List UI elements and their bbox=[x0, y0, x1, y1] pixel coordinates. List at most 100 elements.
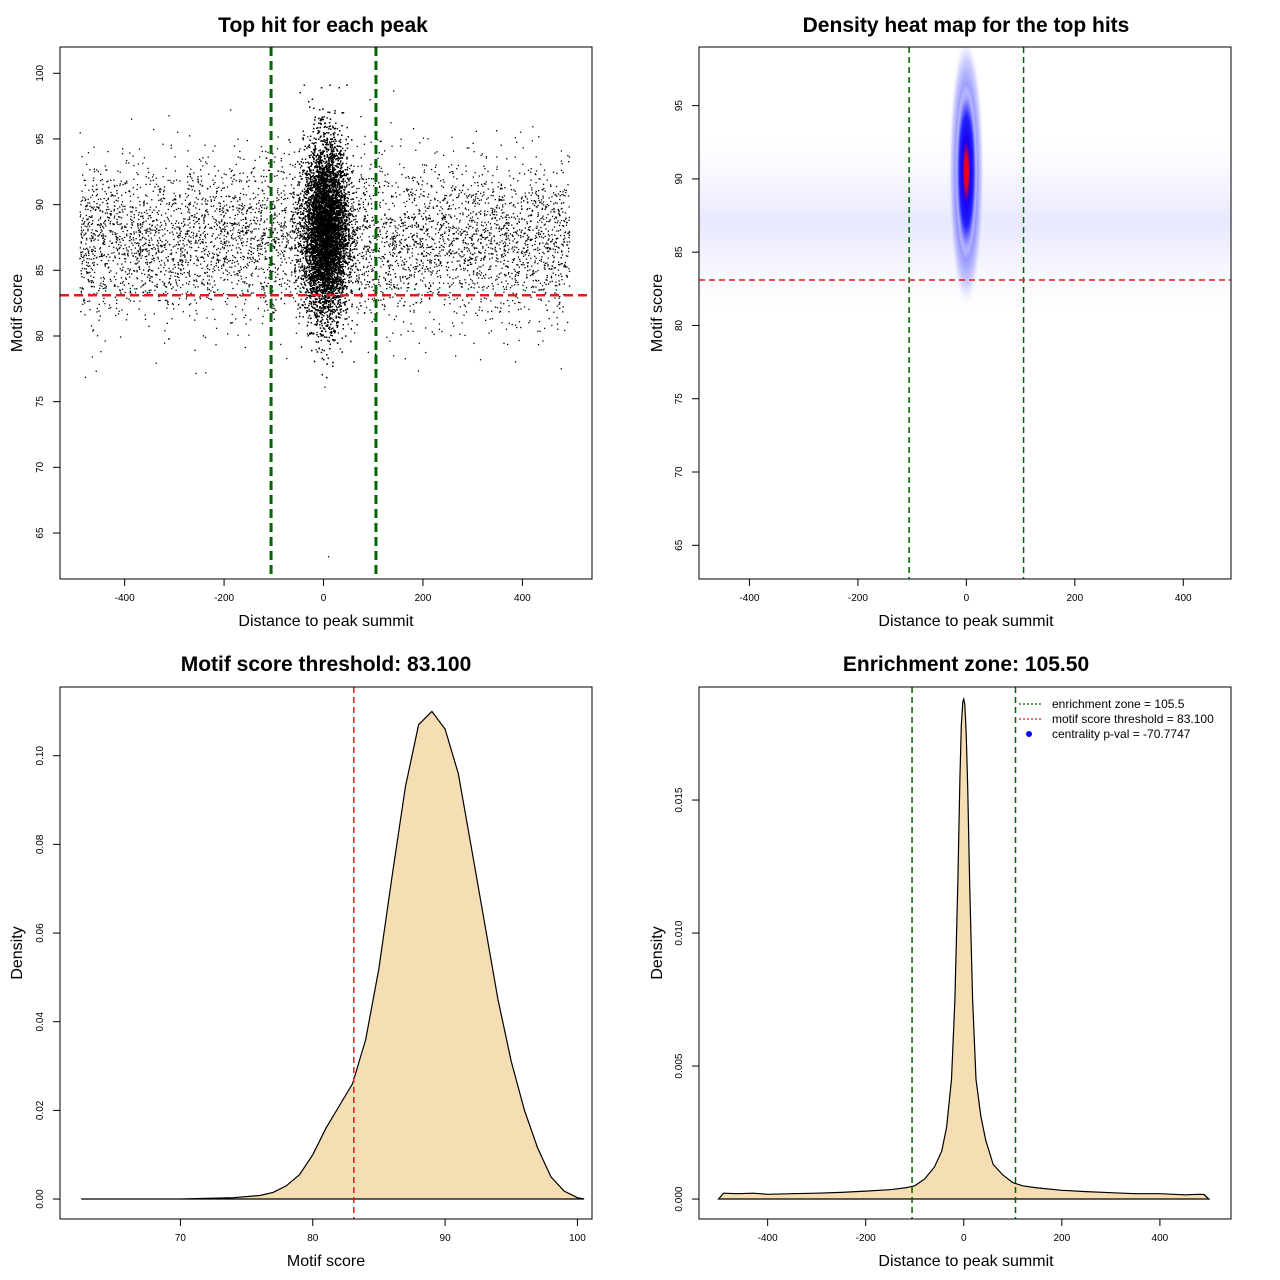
scatter-point bbox=[464, 268, 467, 270]
scatter-point bbox=[145, 231, 147, 233]
scatter-point bbox=[182, 265, 184, 267]
scatter-point bbox=[80, 251, 82, 253]
scatter-point bbox=[371, 321, 373, 323]
scatter-point bbox=[130, 218, 132, 220]
scatter-point bbox=[365, 284, 367, 286]
scatter-point bbox=[239, 235, 241, 237]
scatter-point bbox=[138, 229, 141, 231]
scatter-point bbox=[261, 150, 263, 153]
scatter-point bbox=[226, 258, 228, 260]
scatter-point bbox=[127, 252, 129, 254]
scatter-point bbox=[555, 281, 557, 283]
scatter-point bbox=[253, 216, 256, 218]
scatter-point bbox=[249, 246, 251, 248]
scatter-point bbox=[391, 195, 393, 197]
scatter-point bbox=[431, 245, 433, 248]
scatter-point bbox=[147, 244, 150, 246]
scatter-point bbox=[501, 256, 503, 258]
scatter-point bbox=[352, 207, 354, 209]
scatter-point bbox=[134, 242, 136, 244]
scatter-point bbox=[563, 225, 565, 227]
scatter-point bbox=[158, 232, 160, 234]
scatter-point bbox=[221, 246, 224, 248]
scatter-point bbox=[261, 322, 264, 325]
scatter-point bbox=[287, 279, 289, 281]
scatter-point bbox=[283, 198, 285, 201]
scatter-point bbox=[565, 189, 567, 192]
scatter-point bbox=[151, 276, 153, 278]
scatter-point bbox=[216, 187, 218, 189]
scatter-point bbox=[395, 241, 397, 243]
scatter-point bbox=[559, 229, 562, 231]
scatter-point bbox=[233, 197, 235, 199]
scatter-point bbox=[263, 197, 266, 199]
scatter-point bbox=[268, 266, 270, 269]
scatter-point bbox=[565, 266, 567, 268]
scatter-point bbox=[151, 258, 153, 260]
scatter-point bbox=[413, 309, 415, 312]
scatter-point bbox=[420, 193, 422, 195]
scatter-point bbox=[130, 233, 133, 235]
scatter-point bbox=[194, 216, 196, 218]
scatter-point bbox=[146, 230, 148, 232]
scatter-point bbox=[402, 276, 404, 279]
scatter-point bbox=[302, 213, 304, 216]
scatter-point bbox=[525, 240, 527, 242]
scatter-point bbox=[390, 284, 392, 286]
scatter-point bbox=[198, 208, 201, 211]
scatter-point bbox=[439, 262, 442, 264]
scatter-point bbox=[538, 178, 540, 180]
scatter-point bbox=[169, 244, 171, 246]
scatter-point bbox=[407, 175, 409, 178]
scatter-point bbox=[405, 269, 407, 271]
scatter-point bbox=[458, 227, 460, 229]
scatter-point bbox=[86, 204, 88, 206]
scatter-point bbox=[417, 224, 419, 226]
scatter-point bbox=[541, 207, 544, 209]
scatter-point bbox=[257, 187, 260, 190]
scatter-point bbox=[361, 233, 363, 235]
scatter-point bbox=[424, 203, 426, 205]
scatter-point bbox=[161, 241, 163, 243]
scatter-point bbox=[178, 297, 181, 300]
scatter-point bbox=[259, 248, 261, 250]
scatter-point bbox=[542, 189, 544, 191]
scatter-point bbox=[514, 284, 516, 286]
scatter-point bbox=[535, 192, 537, 194]
scatter-point bbox=[194, 242, 196, 244]
scatter-point bbox=[485, 157, 487, 159]
scatter-point bbox=[530, 274, 532, 277]
scatter-point bbox=[469, 252, 472, 254]
scatter-point bbox=[272, 245, 274, 247]
scatter-point bbox=[331, 300, 333, 302]
scatter-point bbox=[505, 222, 507, 224]
scatter-point bbox=[89, 205, 91, 207]
scatter-point bbox=[529, 226, 531, 228]
scatter-point bbox=[297, 308, 299, 310]
scatter-point bbox=[496, 214, 498, 216]
scatter-point bbox=[483, 285, 485, 288]
scatter-point bbox=[367, 270, 370, 272]
scatter-point bbox=[478, 175, 480, 177]
scatter-point bbox=[273, 240, 275, 242]
scatter-point bbox=[113, 201, 115, 203]
scatter-point bbox=[223, 247, 225, 249]
scatter-point bbox=[405, 176, 407, 179]
scatter-point bbox=[81, 287, 83, 289]
scatter-point bbox=[273, 246, 275, 248]
scatter-point bbox=[83, 298, 85, 300]
scatter-point bbox=[103, 241, 106, 243]
scatter-point bbox=[434, 262, 436, 264]
scatter-point bbox=[407, 330, 409, 332]
scatter-point bbox=[360, 176, 363, 178]
scatter-point bbox=[137, 250, 139, 252]
scatter-point bbox=[140, 248, 142, 251]
scatter-point bbox=[91, 189, 94, 191]
scatter-point bbox=[102, 233, 104, 235]
scatter-point bbox=[546, 276, 548, 279]
scatter-point bbox=[174, 275, 176, 277]
scatter-point bbox=[409, 305, 411, 307]
scatter-point bbox=[470, 237, 472, 239]
scatter-point bbox=[265, 285, 267, 287]
